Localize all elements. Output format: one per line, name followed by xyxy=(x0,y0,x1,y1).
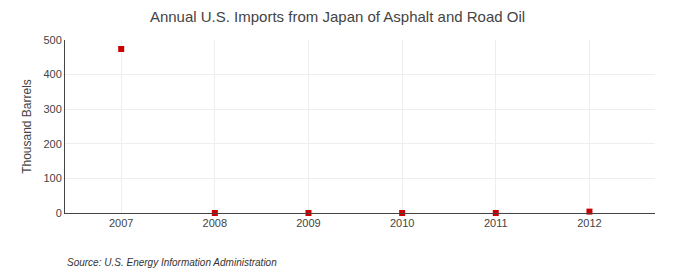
svg-text:2010: 2010 xyxy=(390,217,414,229)
svg-text:2012: 2012 xyxy=(577,217,601,229)
svg-text:300: 300 xyxy=(43,103,61,115)
svg-text:100: 100 xyxy=(43,172,61,184)
svg-text:Thousand Barrels: Thousand Barrels xyxy=(20,79,34,174)
svg-text:500: 500 xyxy=(43,34,61,46)
svg-text:2008: 2008 xyxy=(203,217,227,229)
svg-text:2007: 2007 xyxy=(109,217,133,229)
svg-text:2009: 2009 xyxy=(296,217,320,229)
svg-text:Source: U.S. Energy Informatio: Source: U.S. Energy Information Administ… xyxy=(67,257,277,268)
svg-text:0: 0 xyxy=(56,207,62,219)
svg-text:400: 400 xyxy=(43,68,61,80)
svg-text:Annual U.S. Imports from Japan: Annual U.S. Imports from Japan of Asphal… xyxy=(150,8,525,25)
svg-text:2011: 2011 xyxy=(484,217,508,229)
svg-text:200: 200 xyxy=(43,138,61,150)
